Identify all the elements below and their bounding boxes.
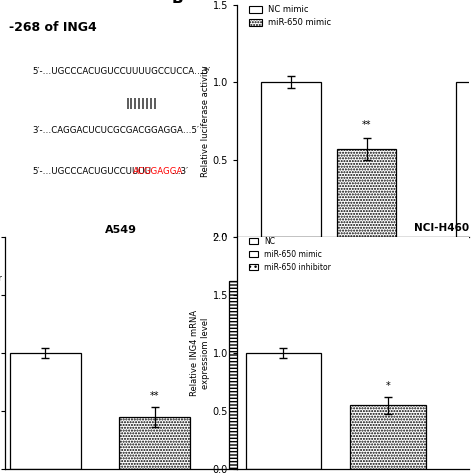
Bar bbox=[119, 417, 191, 469]
Title: A549: A549 bbox=[105, 225, 137, 235]
Text: ***: *** bbox=[257, 255, 272, 265]
Legend: NC, miR-650 mimic, miR-650 inhibitor: NC, miR-650 mimic, miR-650 inhibitor bbox=[0, 246, 5, 286]
Bar bbox=[229, 281, 300, 469]
Text: 3′-…CAGGACUCUCGCGACGGAGGA…5′: 3′-…CAGGACUCUCGCGACGGAGGA…5′ bbox=[33, 126, 200, 135]
Legend: NC mimic, miR-650 mimic: NC mimic, miR-650 mimic bbox=[246, 2, 335, 31]
Bar bbox=[456, 82, 474, 237]
Bar bbox=[337, 149, 396, 237]
Text: A549: A549 bbox=[439, 0, 469, 1]
Legend: NC, miR-650 mimic, miR-650 inhibitor: NC, miR-650 mimic, miR-650 inhibitor bbox=[246, 234, 334, 274]
Text: 5′-…UGCCCACUGUCCUUUU: 5′-…UGCCCACUGUCCUUUU bbox=[33, 167, 152, 176]
Text: NCI-H460: NCI-H460 bbox=[414, 223, 469, 233]
Bar bbox=[350, 405, 426, 469]
Bar bbox=[261, 82, 321, 237]
Text: B: B bbox=[172, 0, 183, 6]
Text: ||||||||: |||||||| bbox=[126, 98, 157, 109]
Bar bbox=[9, 353, 81, 469]
Y-axis label: Relative ING4 mRNA
expressiom level: Relative ING4 mRNA expressiom level bbox=[191, 310, 210, 396]
Text: **: ** bbox=[150, 391, 160, 401]
Bar bbox=[246, 353, 321, 469]
Text: 5′-…UGCCCACUGUCCUUUUGCCUCCA…3′: 5′-…UGCCCACUGUCCUUUUGCCUCCA…3′ bbox=[33, 67, 211, 76]
Text: **: ** bbox=[362, 120, 372, 130]
Text: *: * bbox=[385, 382, 391, 392]
Y-axis label: Relative luciferase activity: Relative luciferase activity bbox=[201, 65, 210, 177]
Text: -268 of ING4: -268 of ING4 bbox=[9, 21, 97, 34]
Text: ACGGAGGA: ACGGAGGA bbox=[132, 167, 183, 176]
Text: …3′: …3′ bbox=[173, 167, 189, 176]
